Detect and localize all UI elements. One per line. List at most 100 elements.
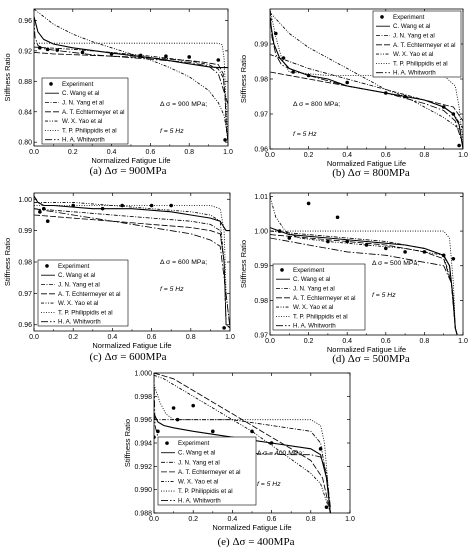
series-line-3 [34,214,230,329]
legend-label-2: J. N. Yang et al [393,32,435,39]
x-tick-label: 1.0 [458,152,468,159]
experiment-point [345,239,350,244]
x-tick-label: 0.6 [146,149,156,156]
x-tick-label: 0.2 [304,338,314,345]
legend-marker-experiment [45,264,49,268]
legend-label-experiment: Experiment [178,440,210,447]
y-tick-label: 1.00 [254,229,268,236]
panel-caption: (c) Δσ = 600MPa [90,351,167,363]
legend-label-2: J. N. Yang et al [58,281,100,288]
experiment-point [222,326,226,330]
frequency-annotation: f = 5 Hz [293,131,317,138]
frequency-annotation: f = 5 Hz [160,128,184,135]
legend-label-3: A. T. Echtermeyer et al [58,291,120,298]
legend-label-6: H. A. Whitworth [178,498,221,505]
experiment-point [269,441,274,445]
series-line-4 [34,201,230,329]
legend-label-1: C. Wang et al [393,23,430,30]
y-tick-label: 0.99 [254,42,268,49]
x-tick-label: 0.8 [306,516,316,523]
legend-label-4: W. X. Yao et al [58,300,98,307]
legend-box [272,263,366,331]
y-axis-label: Stiffness Ratio [3,238,12,286]
series-line-4 [34,9,228,139]
legend-label-5: T. P. Philippidis et al [393,60,448,67]
series-line-4 [270,12,463,132]
panel-caption: (a) Δσ = 900MPa [90,165,167,177]
experiment-point [109,52,114,56]
x-axis-label: Normalized Fatigue Life [91,156,170,165]
experiment-point [441,253,446,258]
y-tick-label: 0.990 [134,487,152,494]
x-axis-label: Normalized Fatigue Life [327,159,406,168]
experiment-point [324,505,329,509]
x-tick-label: 0.0 [265,338,275,345]
y-tick-label: 0.994 [134,441,152,448]
legend-label-experiment: Experiment [393,14,425,21]
x-tick-label: 1.0 [345,516,355,523]
experiment-point [42,206,46,211]
legend-label-1: C. Wang et al [293,276,330,283]
y-tick-label: 1.00 [18,197,32,204]
experiment-point [273,31,278,36]
legend-box [157,436,257,506]
series-line-5 [34,42,228,143]
legend-marker-experiment [165,441,169,445]
experiment-point [457,143,461,148]
x-tick-label: 1.0 [223,149,233,156]
series-line-1 [34,16,228,69]
legend: Experiment C. Wang et al J. N. Yang et al A… [272,263,366,331]
y-tick-label: 0.996 [134,417,152,424]
experiment-point [384,246,388,251]
legend-label-6: H. A. Whitworth [62,137,105,144]
x-tick-label: 0.8 [186,334,196,341]
experiment-point [100,206,105,211]
experiment-point [384,91,388,95]
experiment-point [306,73,311,78]
x-tick-label: 0.0 [29,334,39,341]
y-tick-label: 0.992 [134,464,152,471]
experiment-point [281,56,286,60]
x-tick-label: 0.6 [267,516,277,523]
x-tick-label: 1.0 [225,334,235,341]
experiment-point [45,219,50,224]
x-tick-label: 0.2 [304,152,314,159]
legend-label-3: A. T. Echtermeyer et al [393,42,455,49]
panel-caption: (d) Δσ = 500MPa [332,353,410,365]
plot-area [34,195,230,330]
series-line-6 [34,208,230,328]
y-tick-label: 1.000 [134,371,152,378]
frequency-annotation: f = 5 Hz [372,292,396,299]
experiment-point [164,54,168,58]
y-tick-label: 0.97 [254,112,268,119]
legend-label-5: T. P. Philippidis et al [58,309,113,316]
experiment-point [223,138,227,142]
series-line-3 [270,71,463,122]
frequency-annotation: f = 5 Hz [257,481,281,488]
experiment-point [451,257,456,261]
x-tick-label: 0.4 [342,152,352,159]
legend-label-1: C. Wang et al [178,450,215,457]
series-line-2 [270,230,458,335]
experiment-point [38,46,42,50]
frequency-annotation: f = 5 Hz [160,286,184,293]
experiment-point [326,239,330,244]
x-tick-label: 0.4 [342,338,352,345]
y-tick-label: 0.97 [18,291,32,298]
legend: Experiment C. Wang et al J. N. Yang et al A… [41,77,129,145]
experiment-point [80,50,85,55]
series-line-3 [34,51,228,143]
experiment-point [422,250,427,254]
series-line-1 [34,195,230,232]
experiment-point [45,47,50,52]
legend-marker-experiment [280,268,284,272]
y-tick-label: 0.98 [254,298,268,305]
y-tick-label: 0.80 [18,140,32,147]
x-tick-label: 0.6 [147,334,157,341]
x-tick-label: 0.8 [420,152,430,159]
experiment-point [318,447,323,451]
x-tick-label: 0.8 [420,338,430,345]
x-axis-label: Normalized Fatigue Life [327,345,406,354]
legend-label-5: T. P. Philippidis et al [293,313,348,320]
